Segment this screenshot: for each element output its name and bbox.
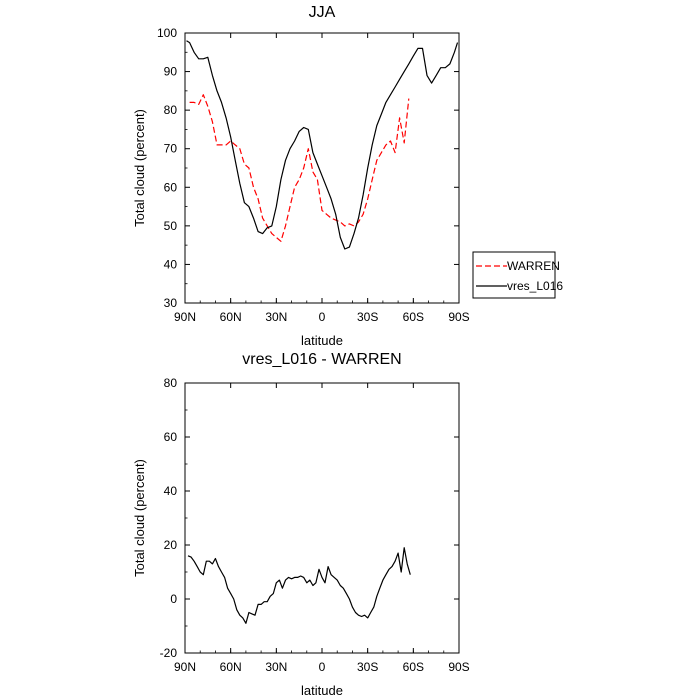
bottom-x-tick-label: 60S	[403, 660, 424, 674]
bottom-chart-title: vres_L016 - WARREN	[242, 351, 401, 368]
top-chart-title: JJA	[309, 4, 336, 21]
top-axis-ticks: 90N 60N 30N 0 30S 60S 90S 30 40 50 60 70 80 90 100	[157, 26, 470, 324]
bottom-series-line-0	[187, 547, 411, 624]
top-y-tick-label: 100	[157, 26, 177, 40]
top-x-tick-label: 60N	[220, 310, 242, 324]
top-y-tick-label: 40	[164, 257, 178, 271]
top-y-axis-label: Total cloud (percent)	[132, 109, 147, 227]
legend-label-vres: vres_L016	[507, 279, 563, 293]
bottom-plot-frame	[184, 382, 460, 654]
top-x-tick-label: 0	[319, 310, 326, 324]
top-panel: JJA Total cloud (percent) latitude 90N 60…	[132, 4, 563, 348]
top-y-tick-label: 50	[164, 219, 178, 233]
top-x-tick-label: 90S	[448, 310, 469, 324]
top-x-axis-label: latitude	[301, 333, 343, 348]
bottom-x-tick-label: 90S	[448, 660, 469, 674]
top-y-tick-label: 60	[164, 180, 178, 194]
top-y-tick-label: 70	[164, 142, 178, 156]
legend-box	[472, 251, 556, 299]
top-y-tick-label: 30	[164, 296, 178, 310]
bottom-panel: vres_L016 - WARREN Total cloud (percent)…	[132, 351, 470, 698]
bottom-axis-ticks: 90N 60N 30N 0 30S 60S 90S -20 0 20 40 60 80	[160, 376, 470, 674]
bottom-x-tick-label: 30S	[357, 660, 378, 674]
top-series-line-warren	[189, 94, 410, 242]
top-y-tick-label: 80	[164, 103, 178, 117]
bottom-x-tick-label: 60N	[220, 660, 242, 674]
bottom-y-tick-label: 60	[164, 430, 178, 444]
bottom-x-tick-label: 30N	[265, 660, 287, 674]
bottom-y-tick-label: 0	[170, 592, 177, 606]
bottom-series-lines	[187, 547, 411, 624]
top-x-tick-label: 30N	[265, 310, 287, 324]
bottom-x-tick-label: 90N	[174, 660, 196, 674]
bottom-y-tick-label: -20	[160, 646, 178, 660]
top-x-tick-label: 60S	[403, 310, 424, 324]
bottom-y-tick-label: 20	[164, 538, 178, 552]
top-x-tick-label: 30S	[357, 310, 378, 324]
top-series-line-vres-l016	[186, 40, 459, 250]
bottom-y-tick-label: 40	[164, 484, 178, 498]
bottom-y-tick-label: 80	[164, 376, 178, 390]
top-series-lines	[186, 40, 459, 250]
legend: WARREN vres_L016	[472, 251, 563, 299]
bottom-y-axis-label: Total cloud (percent)	[132, 459, 147, 577]
bottom-x-axis-label: latitude	[301, 683, 343, 698]
top-x-tick-label: 90N	[174, 310, 196, 324]
bottom-x-tick-label: 0	[319, 660, 326, 674]
top-y-tick-label: 90	[164, 65, 178, 79]
top-plot-frame	[184, 32, 460, 304]
legend-label-warren: WARREN	[507, 259, 560, 273]
